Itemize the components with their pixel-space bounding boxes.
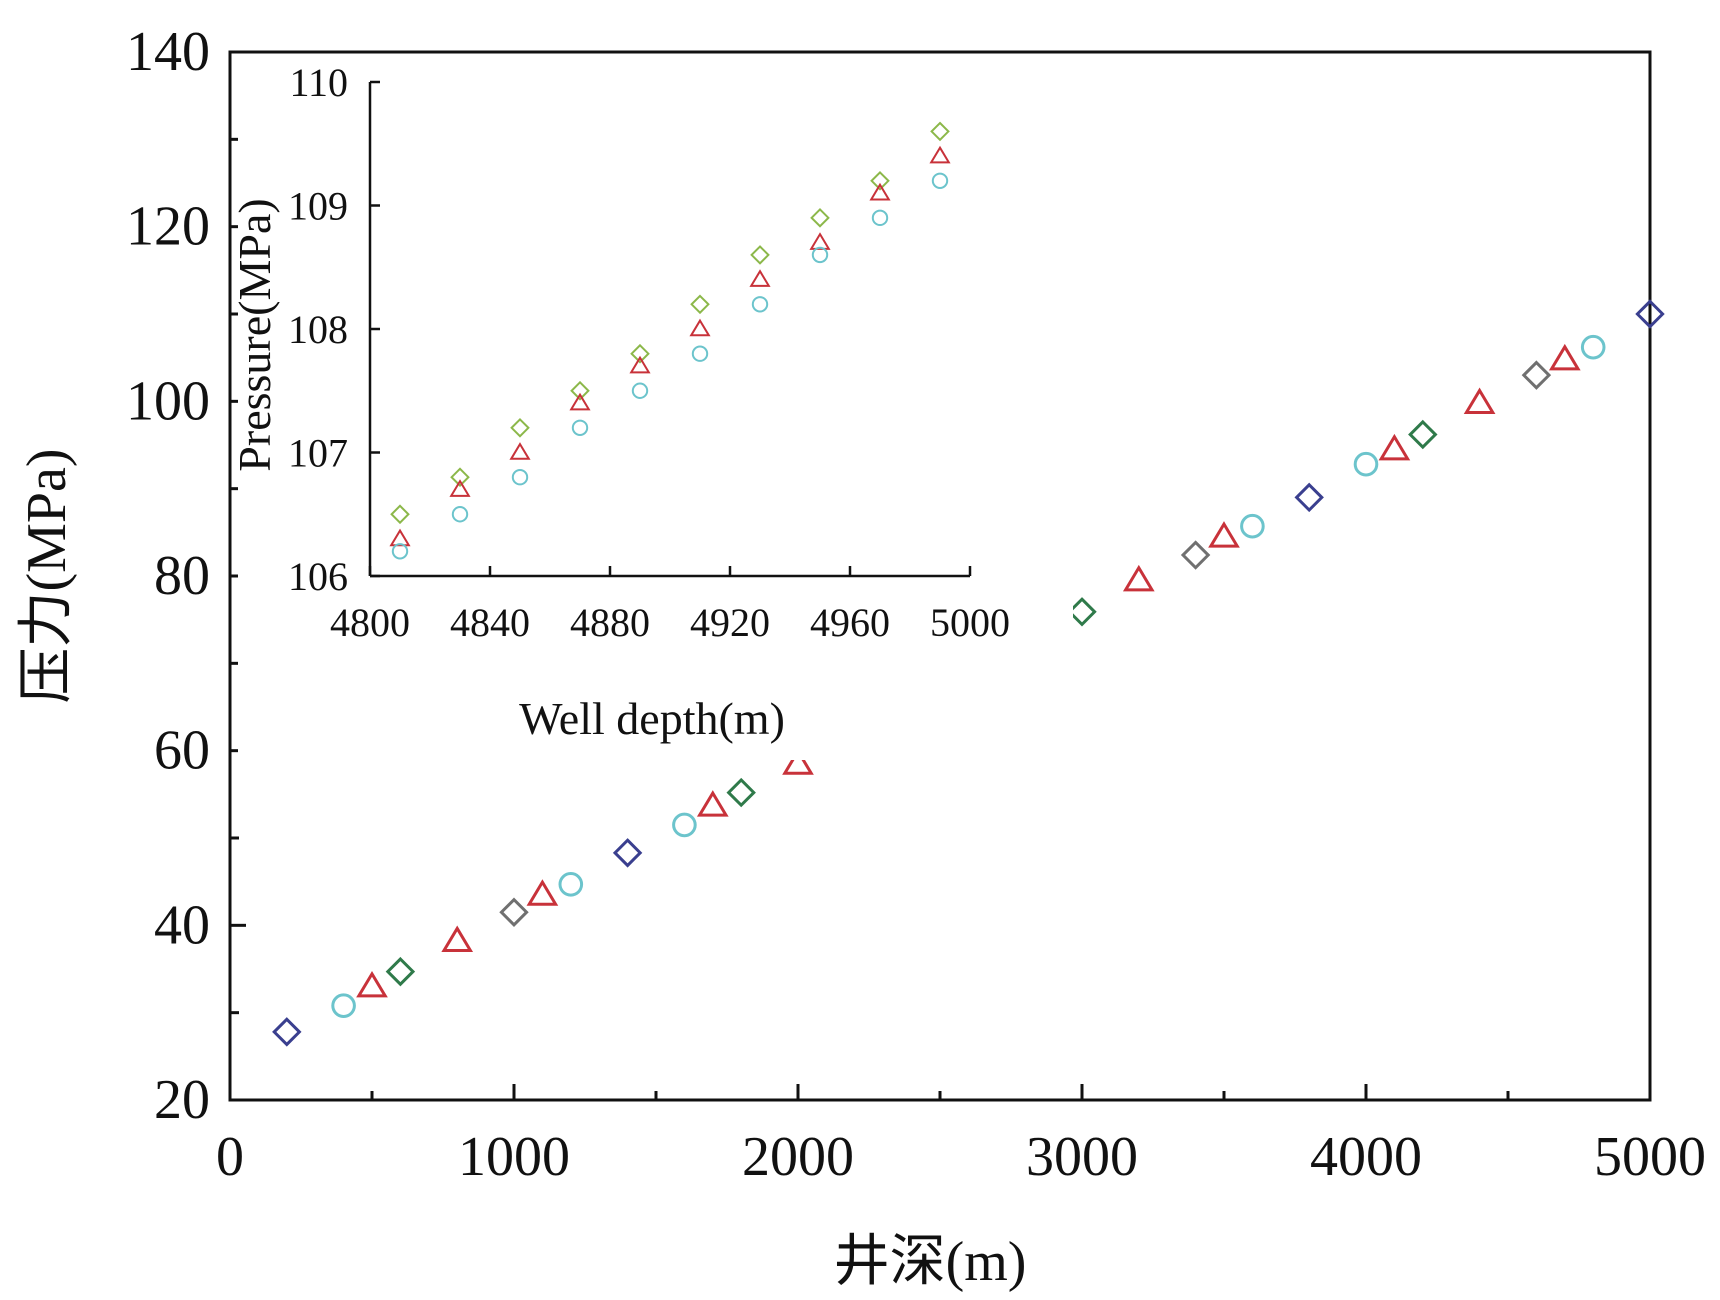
inset-point-circle [871,209,889,227]
main-point-circle [558,871,584,897]
inset-point-diamond [570,380,590,401]
main-x-tick-label: 4000 [1310,1126,1422,1188]
main-y-tick-label: 80 [154,545,210,607]
main-point-diamond [272,1017,302,1047]
inset-y-tick-label: 108 [288,307,348,352]
main-x-tick-label: 1000 [458,1126,570,1188]
main-point-circle [1580,334,1606,360]
inset-point-circle [511,469,529,486]
main-point-diamond [1408,419,1438,450]
main-y-tick-label: 140 [126,21,210,83]
inset-series-1 [389,145,951,547]
main-y-tick-label: 40 [154,894,210,956]
main-point-diamond [1180,540,1211,570]
inset-x-tick-label: 5000 [930,600,1010,645]
main-x-tick-label: 3000 [1026,1126,1138,1188]
inset-point-triangle [689,318,711,337]
main-point-diamond [385,956,416,987]
inset-point-circle [811,246,829,264]
main-point-diamond [1294,482,1324,513]
inset-point-diamond [690,294,710,315]
inset-point-triangle [809,232,831,250]
inset-point-circle [391,543,409,560]
main-y-tick-label: 100 [126,370,210,432]
main-point-diamond [612,838,643,868]
main-point-triangle [1122,564,1155,592]
main-point-circle [331,993,356,1018]
main-chart: 0 1000 2000 3000 4000 5000 20 40 60 80 100 120 140 井深… [16,21,1706,1293]
inset-point-circle [451,506,469,523]
inset-series-0 [390,121,950,525]
main-y-tick-label: 120 [126,196,210,258]
main-point-diamond [1521,360,1552,390]
main-y-tick-label: 20 [154,1069,210,1131]
main-y-tick-label: 60 [154,720,210,782]
main-x-tick-label: 5000 [1594,1126,1706,1188]
inset-point-triangle [929,145,951,164]
main-point-diamond [1635,299,1665,329]
main-point-triangle [1463,387,1496,415]
main-series-1 [331,334,1606,1018]
inset-point-circle [691,345,709,362]
inset-y-tick-label: 106 [288,554,348,599]
main-x-axis-title: 井深(m) [834,1231,1027,1293]
inset-point-diamond [810,208,830,228]
main-y-axis-title: 压力(MPa) [16,448,78,703]
main-point-circle [1240,513,1265,539]
main-series-0 [272,299,1665,1047]
inset-x-tick-label: 4960 [810,600,890,645]
inset-point-circle [931,172,949,190]
inset-point-diamond [870,170,890,191]
inset-chart: 4800 4840 4880 4920 4960 5000 106 107 108 109 110 W… [229,60,1073,760]
main-x-tick-label: 2000 [742,1126,854,1188]
inset-point-diamond [390,504,410,525]
inset-point-triangle [869,182,891,201]
inset-x-tick-label: 4800 [330,600,410,645]
inset-y-tick-label: 107 [288,431,348,476]
inset-point-triangle [629,355,651,374]
main-point-triangle [526,879,559,906]
inset-point-triangle [449,479,471,497]
main-point-diamond [726,777,756,808]
inset-point-triangle [389,528,411,547]
inset-x-axis-title: Well depth(m) [519,693,785,744]
inset-point-triangle [749,269,771,287]
inset-series-2 [391,172,949,560]
inset-point-circle [631,382,649,399]
inset-y-tick-label: 109 [288,184,348,229]
main-point-triangle [441,925,474,953]
inset-point-diamond [750,245,770,265]
inset-point-triangle [509,442,531,460]
inset-point-circle [571,419,589,436]
inset-point-diamond [630,343,650,364]
inset-point-diamond [450,467,470,488]
main-point-diamond [499,897,529,927]
main-point-diamond [1067,597,1097,627]
main-point-triangle [782,748,814,775]
inset-background [238,60,1073,760]
main-point-circle [1353,451,1379,477]
inset-point-diamond [930,121,950,142]
main-x-tick-label: 0 [216,1126,244,1188]
main-point-triangle [356,970,388,998]
inset-x-tick-label: 4880 [570,600,650,645]
inset-x-tick-label: 4920 [690,600,770,645]
inset-point-circle [751,296,769,313]
main-point-triangle [696,790,729,817]
inset-point-diamond [510,417,530,438]
main-point-triangle [1378,433,1411,461]
inset-y-tick-label: 110 [289,60,348,105]
inset-x-tick-label: 4840 [450,600,530,645]
main-point-triangle [1208,521,1240,548]
inset-y-axis-title: Pressure(MPa) [229,198,280,471]
main-series-3 [385,419,1438,987]
main-point-triangle [1548,343,1581,371]
main-series-4 [499,360,1552,927]
inset-point-triangle [569,392,591,411]
main-point-circle [672,812,697,838]
